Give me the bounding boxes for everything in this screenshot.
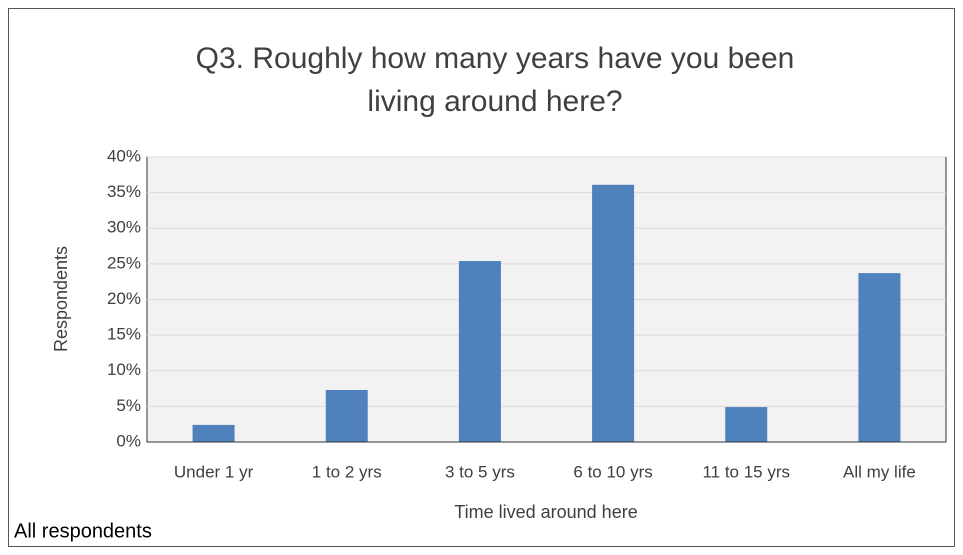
bar (858, 273, 901, 442)
y-tick-label: 15% (107, 325, 141, 344)
y-tick-label: 10% (107, 360, 141, 379)
bar (458, 261, 501, 442)
bar (592, 184, 635, 442)
x-tick-label: 3 to 5 yrs (445, 462, 515, 481)
chart-title-line: living around here? (367, 85, 622, 118)
y-tick-label: 35% (107, 182, 141, 201)
y-tick-label: 40% (107, 146, 141, 165)
y-tick-label: 25% (107, 253, 141, 272)
x-tick-label: Under 1 yr (174, 462, 254, 481)
bar (725, 407, 768, 442)
x-tick-label: 11 to 15 yrs (702, 462, 790, 481)
y-axis-label: Respondents (51, 246, 71, 352)
y-tick-label: 0% (116, 431, 141, 450)
y-tick-label: 30% (107, 218, 141, 237)
footnote: All respondents (14, 520, 152, 542)
x-tick-label: All my life (843, 462, 916, 481)
x-axis-label: Time lived around here (454, 502, 637, 522)
y-tick-label: 20% (107, 289, 141, 308)
bar (325, 389, 368, 442)
bar (192, 424, 235, 442)
chart-title-line: Q3. Roughly how many years have you been (196, 42, 795, 75)
x-tick-label: 1 to 2 yrs (312, 462, 382, 481)
y-tick-label: 5% (116, 396, 141, 415)
x-tick-label: 6 to 10 yrs (573, 462, 652, 481)
